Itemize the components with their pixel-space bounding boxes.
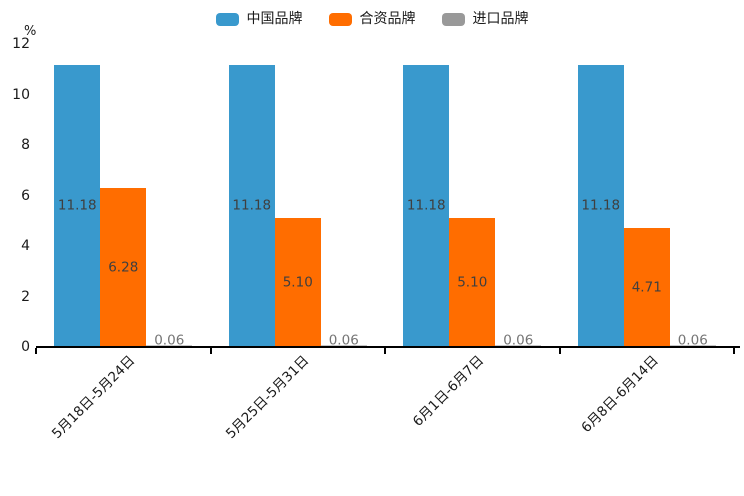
bar-value-label: 11.18 — [406, 197, 446, 214]
legend-item-2: 进口品牌 — [441, 11, 529, 27]
legend-item-label: 中国品牌 — [246, 11, 303, 27]
legend-item-label: 进口品牌 — [472, 11, 529, 27]
legend-swatch-icon — [328, 12, 352, 26]
legend-swatch-icon — [215, 12, 239, 26]
x-axis-tick — [733, 348, 735, 354]
y-axis-tick-label: 0 — [21, 339, 30, 355]
y-axis-tick-label: 2 — [21, 288, 30, 305]
y-axis-tick-label: 12 — [12, 36, 30, 52]
x-axis-line — [36, 346, 740, 348]
bar-中国品牌-1 — [228, 64, 275, 347]
x-axis-tick — [558, 348, 561, 354]
bar-合资品牌-1 — [274, 218, 321, 347]
x-axis-tick — [384, 348, 386, 354]
x-axis-category-label: 5月18日-5月24日 — [48, 352, 139, 442]
y-axis-tick-label: 6 — [21, 187, 30, 204]
bar-value-label: 11.18 — [57, 197, 97, 214]
bar-value-label: 0.06 — [503, 332, 534, 349]
legend-item-label: 合资品牌 — [359, 11, 416, 27]
bar-中国品牌-2 — [403, 64, 450, 347]
bar-value-label: 0.06 — [154, 332, 185, 349]
chart-legend: 中国品牌 合资品牌 进口品牌 — [0, 8, 744, 30]
legend-swatch-icon — [441, 12, 465, 26]
x-axis-tick — [35, 348, 37, 354]
bar-中国品牌-3 — [577, 64, 624, 347]
legend-item-1: 合资品牌 — [328, 11, 416, 27]
x-axis-category-label: 5月25日-5月31日 — [223, 352, 313, 442]
bar-value-label: 6.28 — [108, 258, 139, 275]
bar-合资品牌-3 — [623, 228, 670, 347]
bar-value-label: 4.71 — [631, 278, 662, 295]
x-axis-category-label: 6月8日-6月14日 — [578, 352, 662, 436]
x-axis-tick — [209, 348, 212, 354]
bar-value-label: 5.10 — [457, 273, 488, 290]
bar-value-label: 0.06 — [328, 332, 359, 349]
x-axis-category-label: 6月1日-6月7日 — [409, 352, 488, 430]
y-axis-unit-label: % — [24, 24, 37, 39]
bar-合资品牌-2 — [449, 218, 496, 347]
bar-value-label: 11.18 — [581, 197, 621, 214]
y-axis-tick-label: 10 — [12, 86, 30, 103]
y-axis-tick-label: 8 — [21, 137, 30, 153]
legend-item-0: 中国品牌 — [215, 11, 303, 27]
bar-value-label: 0.06 — [677, 332, 708, 349]
bar-合资品牌-0 — [100, 188, 147, 347]
bar-value-label: 5.10 — [282, 273, 313, 290]
y-axis-tick-label: 4 — [21, 238, 30, 254]
bar-value-label: 11.18 — [232, 197, 272, 214]
bar-中国品牌-0 — [54, 64, 101, 347]
